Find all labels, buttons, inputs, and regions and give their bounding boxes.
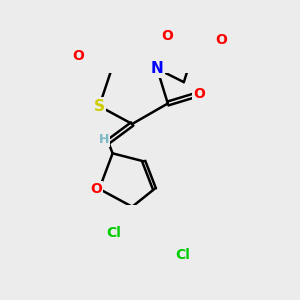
Text: O: O — [90, 182, 102, 196]
Text: S: S — [94, 99, 105, 114]
Text: Cl: Cl — [106, 226, 121, 240]
Text: N: N — [151, 61, 164, 76]
Text: Cl: Cl — [175, 248, 190, 262]
Text: O: O — [162, 29, 173, 43]
Text: O: O — [215, 33, 227, 47]
Text: O: O — [73, 50, 85, 63]
Text: O: O — [193, 87, 205, 101]
Text: H: H — [99, 133, 109, 146]
